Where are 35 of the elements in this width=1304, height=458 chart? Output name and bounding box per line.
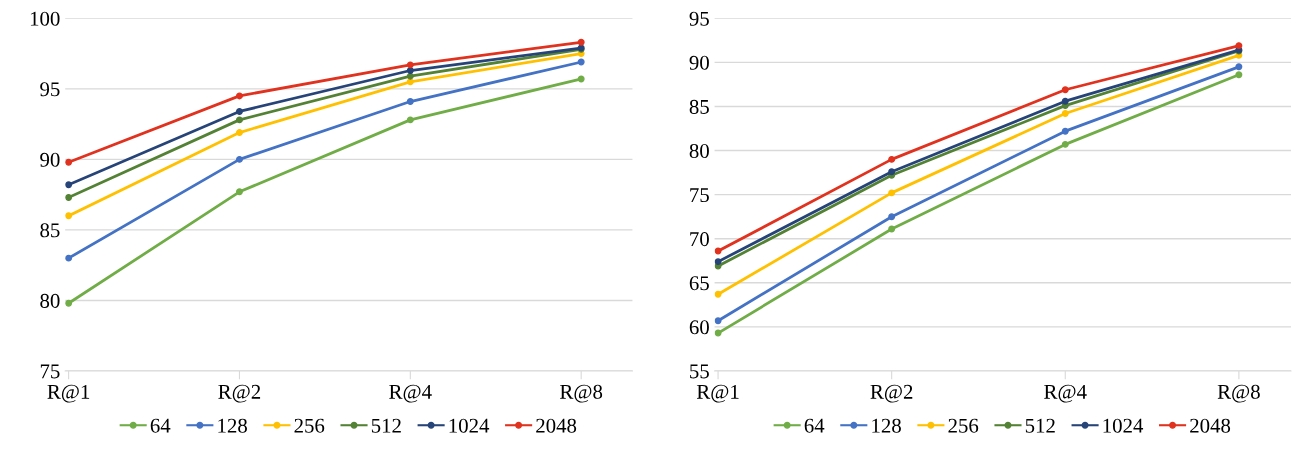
x-tick-label: R@1 — [696, 384, 739, 403]
y-tick-label: 90 — [40, 152, 60, 167]
y-tick-label: 100 — [30, 11, 60, 26]
y-tick-label: 80 — [689, 143, 709, 158]
y-tick-label: 80 — [40, 293, 60, 308]
y-tick-label: 75 — [40, 364, 60, 379]
legend-label: 256 — [948, 418, 979, 433]
legend-label: 256 — [294, 418, 325, 433]
x-tick-label: R@4 — [389, 384, 432, 403]
legend-label: 512 — [371, 418, 401, 433]
legend-label: 64 — [804, 418, 825, 433]
x-tick-label: R@4 — [1044, 384, 1087, 403]
legend-label: 128 — [218, 418, 247, 433]
x-tick-label: R@8 — [560, 384, 603, 403]
y-tick-label: 70 — [690, 232, 709, 247]
y-tick-label: 95 — [40, 82, 60, 97]
legend-label: 64 — [150, 418, 171, 433]
y-tick-label: 85 — [40, 223, 60, 238]
legend-label: 2048 — [536, 418, 577, 433]
legend-label: 512 — [1025, 418, 1055, 433]
y-tick-label: 85 — [689, 99, 709, 114]
x-tick-label: R@1 — [47, 384, 90, 403]
legend-label: 2048 — [1190, 418, 1231, 433]
y-tick-label: 95 — [689, 11, 709, 26]
x-tick-label: R@8 — [1217, 384, 1260, 403]
y-tick-label: 65 — [689, 276, 709, 291]
legend-label: 128 — [872, 418, 901, 433]
y-tick-label: 90 — [689, 55, 709, 70]
y-tick-label: 55 — [690, 364, 709, 379]
y-tick-label: 60 — [689, 320, 709, 335]
x-tick-label: R@2 — [870, 384, 913, 403]
y-tick-label: 75 — [690, 188, 709, 203]
x-tick-label: R@2 — [218, 384, 261, 403]
legend-label: 1024 — [449, 418, 490, 433]
legend-label: 1024 — [1103, 418, 1144, 433]
